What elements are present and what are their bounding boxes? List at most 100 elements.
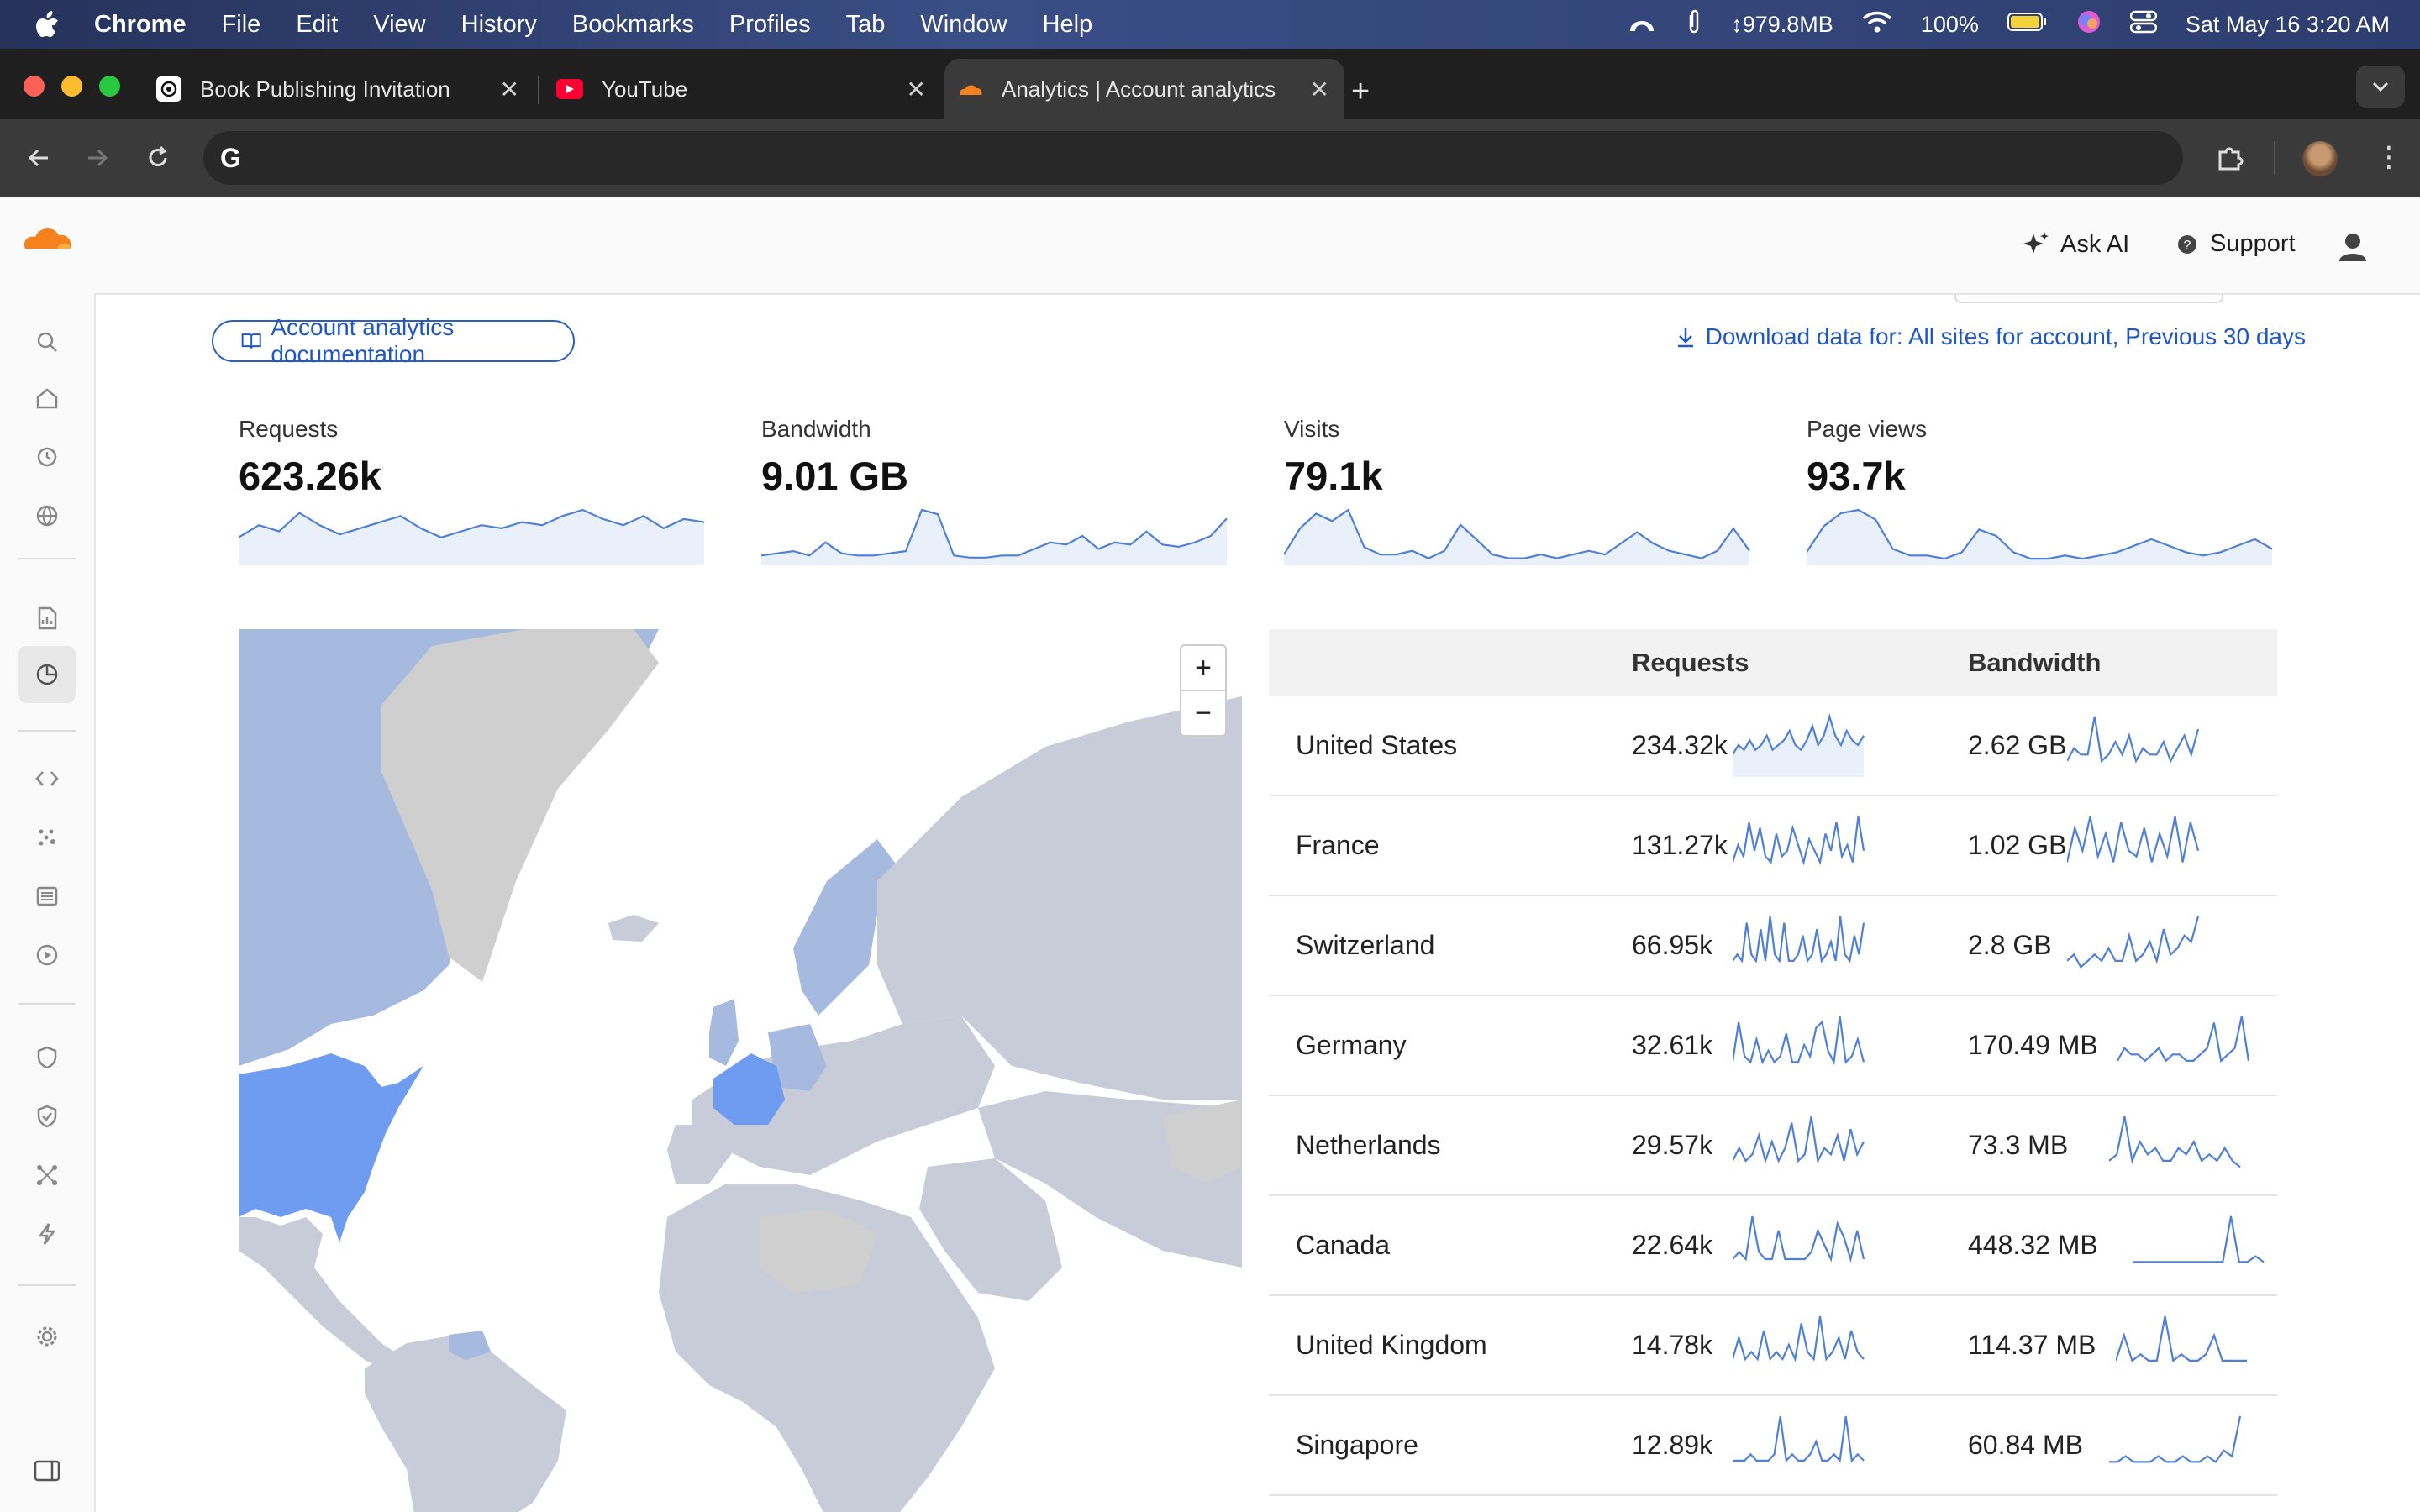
maximize-window-button[interactable]: [99, 76, 120, 97]
menu-profiles[interactable]: Profiles: [729, 10, 811, 38]
table-row[interactable]: Netherlands 29.57k 73.3 MB: [1269, 1096, 2277, 1196]
bandwidth-value: 2.8 GB: [1968, 930, 2052, 960]
control-center-icon[interactable]: [2129, 10, 2158, 39]
sparkline-line: [1733, 1415, 1865, 1463]
shield-icon[interactable]: [30, 1041, 64, 1074]
tab-analytics[interactable]: Analytics | Account analytics | ✕: [944, 59, 1344, 119]
forward-button[interactable]: [81, 141, 114, 175]
menu-view[interactable]: View: [373, 10, 426, 38]
more-menu-icon[interactable]: ⋮: [2375, 141, 2403, 173]
sidebar-divider: [18, 1284, 76, 1286]
back-arrow-icon: [28, 149, 48, 167]
tab-search-button[interactable]: [2356, 66, 2405, 108]
world-map[interactable]: [239, 629, 1242, 1512]
document-chart-icon[interactable]: [30, 601, 64, 635]
collapse-sidebar-icon[interactable]: [30, 1454, 64, 1488]
sparkline-area: [761, 510, 1227, 565]
user-icon[interactable]: [2336, 232, 2370, 266]
cloudflare-logo[interactable]: [20, 222, 74, 256]
menu-bookmarks[interactable]: Bookmarks: [571, 10, 694, 38]
menu-tab[interactable]: Tab: [845, 10, 886, 38]
page-views-sparkline: [1807, 508, 2273, 565]
code-icon[interactable]: [30, 762, 64, 795]
back-button[interactable]: [22, 141, 55, 175]
shield-check-icon[interactable]: [30, 1100, 64, 1133]
sparkline-line: [2118, 1016, 2250, 1063]
paperclip-icon[interactable]: [1686, 8, 1702, 41]
clock[interactable]: Sat May 16 3:20 AM: [2185, 11, 2390, 37]
menu-help[interactable]: Help: [1042, 10, 1093, 38]
sparkline-line: [2109, 1116, 2241, 1168]
cloud-status-icon[interactable]: [1627, 9, 1657, 40]
table-row[interactable]: Canada 22.64k 448.32 MB: [1269, 1196, 2277, 1296]
table-row[interactable]: United States 234.32k 2.62 GB: [1269, 696, 2277, 796]
stat-requests: Requests 623.26k: [239, 416, 709, 565]
country-name: United Kingdom: [1296, 1330, 1487, 1360]
pie-chart-icon: [36, 664, 58, 685]
tab-title: Analytics | Account analytics |: [1002, 76, 1279, 102]
address-bar[interactable]: G: [203, 131, 2183, 185]
table-row[interactable]: Germany 32.61k 170.49 MB: [1269, 996, 2277, 1096]
stat-label: Bandwidth: [761, 416, 871, 442]
wifi-icon[interactable]: [1862, 10, 1892, 39]
map-region-alaska: [239, 629, 365, 738]
zoom-in-button[interactable]: +: [1181, 646, 1225, 691]
reload-button[interactable]: [141, 141, 175, 175]
download-icon: [1677, 328, 1693, 348]
close-tab-icon[interactable]: ✕: [906, 76, 926, 102]
globe-icon[interactable]: [30, 499, 64, 533]
map-region-middle-east: [919, 1158, 1062, 1301]
close-tab-icon[interactable]: ✕: [499, 76, 519, 102]
new-tab-button[interactable]: +: [1351, 74, 1370, 109]
ask-ai-button[interactable]: Ask AI: [2022, 230, 2129, 259]
table-row[interactable]: France 131.27k 1.02 GB: [1269, 796, 2277, 896]
play-icon[interactable]: [30, 938, 64, 972]
list-icon[interactable]: [30, 879, 64, 913]
sparkline-line: [1733, 816, 1865, 866]
minimize-window-button[interactable]: [61, 76, 82, 97]
extensions-button[interactable]: [2213, 141, 2247, 175]
lightning-icon[interactable]: [30, 1217, 64, 1251]
sparkline-line: [1733, 1116, 1865, 1164]
table-row[interactable]: Singapore 12.89k 60.84 MB: [1269, 1396, 2277, 1496]
menu-app-chrome[interactable]: Chrome: [94, 10, 187, 38]
menu-edit[interactable]: Edit: [296, 10, 339, 38]
search-icon[interactable]: [30, 325, 64, 359]
home-icon[interactable]: [30, 381, 64, 415]
bandwidth-value: 448.32 MB: [1968, 1230, 2098, 1260]
download-data-link[interactable]: Download data for: All sites for account…: [1676, 323, 2306, 350]
tab-book-publishing[interactable]: Book Publishing Invitation ✕: [143, 59, 534, 119]
column-header-requests[interactable]: Requests: [1632, 648, 1749, 677]
table-header: Requests Bandwidth: [1269, 629, 2277, 696]
requests-value: 29.57k: [1632, 1130, 1713, 1160]
tab-youtube[interactable]: YouTube ✕: [543, 59, 941, 119]
menu-window[interactable]: Window: [920, 10, 1007, 38]
account-analytics-docs-button[interactable]: Account analytics documentation: [212, 314, 575, 367]
gear-icon[interactable]: [30, 1320, 64, 1353]
zoom-out-button[interactable]: −: [1195, 696, 1212, 729]
battery-icon[interactable]: [2007, 12, 2048, 38]
youtube-icon: [556, 79, 583, 99]
column-header-bandwidth[interactable]: Bandwidth: [1968, 648, 2102, 677]
apple-icon[interactable]: [34, 10, 62, 39]
sidebar-divider: [18, 730, 76, 732]
reload-icon: [149, 145, 167, 166]
menu-history[interactable]: History: [460, 10, 537, 38]
bandwidth-value: 170.49 MB: [1968, 1030, 2098, 1060]
sparkline-line: [1733, 1315, 1865, 1362]
date-range-select[interactable]: [1954, 293, 2223, 303]
sidebar-item-analytics[interactable]: [18, 646, 76, 703]
history-icon[interactable]: [30, 440, 64, 474]
menu-file[interactable]: File: [221, 10, 261, 38]
table-row[interactable]: Switzerland 66.95k 2.8 GB: [1269, 896, 2277, 996]
support-button[interactable]: ? Support: [2176, 230, 2296, 258]
table-row[interactable]: United Kingdom 14.78k 114.37 MB: [1269, 1296, 2277, 1396]
ai-sparkles-icon[interactable]: [30, 821, 64, 854]
map-zoom-controls: + −: [1180, 644, 1227, 737]
memory-readout[interactable]: ↕979.8MB: [1731, 11, 1833, 37]
close-tab-icon[interactable]: ✕: [1309, 76, 1329, 102]
network-icon[interactable]: [30, 1158, 64, 1192]
close-window-button[interactable]: [24, 76, 45, 97]
siri-icon[interactable]: [2076, 9, 2102, 40]
profile-avatar[interactable]: [2302, 141, 2338, 176]
